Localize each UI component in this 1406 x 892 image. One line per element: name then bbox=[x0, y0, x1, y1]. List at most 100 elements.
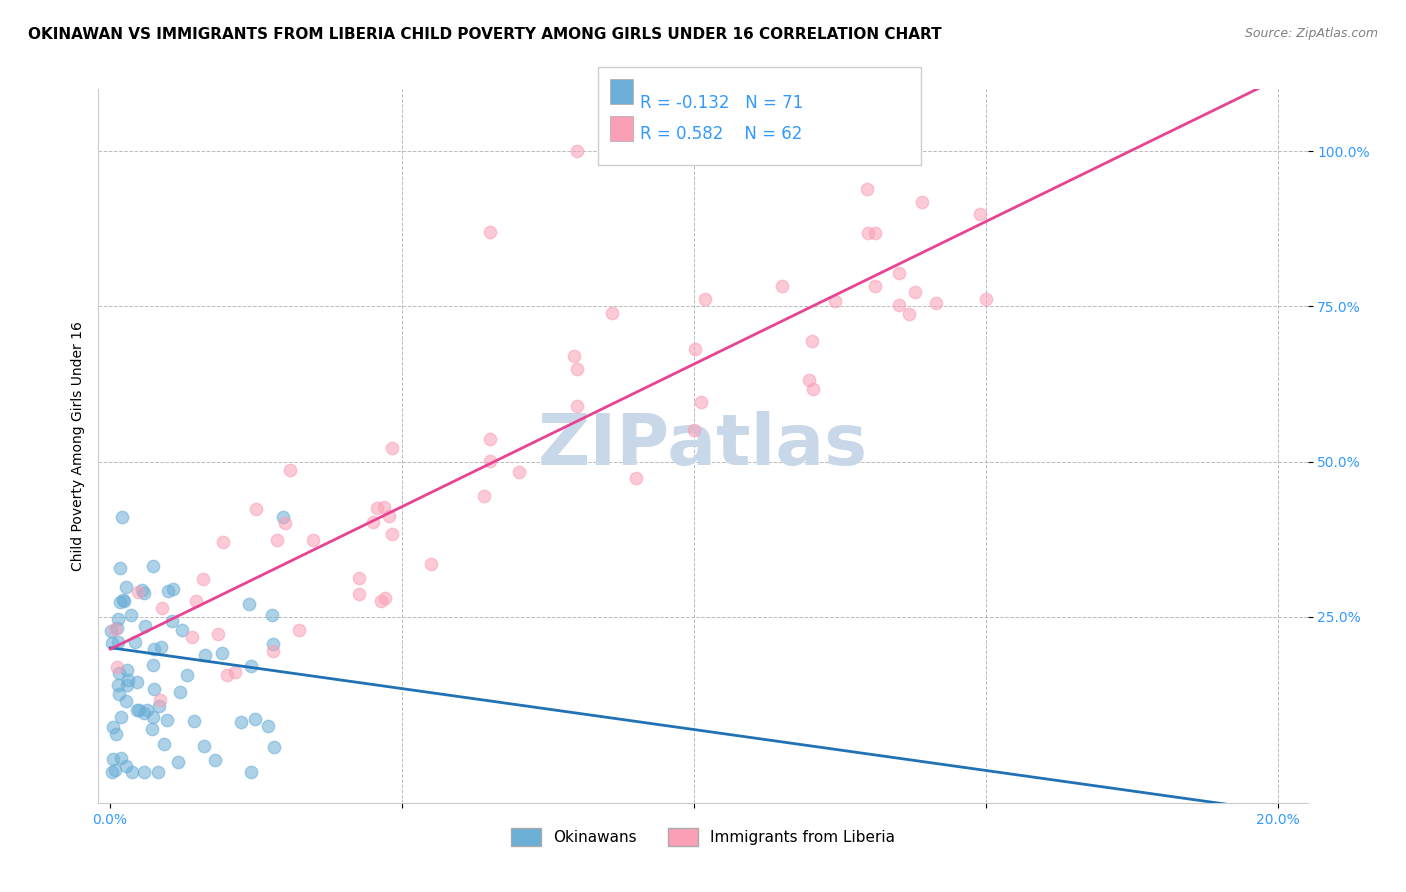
Text: OKINAWAN VS IMMIGRANTS FROM LIBERIA CHILD POVERTY AMONG GIRLS UNDER 16 CORRELATI: OKINAWAN VS IMMIGRANTS FROM LIBERIA CHIL… bbox=[28, 27, 942, 42]
Point bbox=[974, 292, 997, 306]
Point bbox=[770, 278, 793, 293]
Point bbox=[377, 509, 399, 524]
Point bbox=[127, 703, 149, 717]
Point bbox=[863, 226, 886, 240]
Point bbox=[191, 572, 214, 586]
Point bbox=[149, 640, 172, 654]
Point bbox=[347, 571, 370, 585]
Point bbox=[115, 759, 138, 773]
Text: ZIPatlas: ZIPatlas bbox=[538, 411, 868, 481]
Point bbox=[224, 665, 246, 679]
Point bbox=[887, 297, 910, 311]
Point bbox=[478, 225, 501, 239]
Point bbox=[176, 668, 198, 682]
Point bbox=[278, 463, 301, 477]
Point bbox=[799, 373, 821, 387]
Point bbox=[149, 693, 172, 707]
Point bbox=[101, 764, 124, 779]
Point bbox=[215, 668, 238, 682]
Point bbox=[127, 584, 149, 599]
Point bbox=[381, 441, 404, 455]
Y-axis label: Child Poverty Among Girls Under 16: Child Poverty Among Girls Under 16 bbox=[70, 321, 84, 571]
Point bbox=[108, 561, 131, 575]
Point bbox=[683, 423, 706, 437]
Point bbox=[211, 534, 233, 549]
Point bbox=[865, 279, 887, 293]
Point bbox=[170, 623, 193, 637]
Point bbox=[801, 334, 824, 349]
Point bbox=[104, 622, 127, 636]
Point bbox=[478, 454, 501, 468]
Point bbox=[105, 727, 128, 741]
Point bbox=[211, 646, 233, 660]
Point bbox=[478, 432, 501, 446]
Point bbox=[143, 682, 166, 697]
Point bbox=[107, 678, 129, 692]
Point bbox=[567, 361, 589, 376]
Point bbox=[136, 703, 159, 717]
Point bbox=[167, 755, 190, 769]
Point bbox=[274, 516, 297, 530]
Point bbox=[117, 673, 139, 687]
Point bbox=[193, 739, 215, 754]
Point bbox=[115, 664, 138, 678]
Point bbox=[624, 471, 647, 485]
Point bbox=[361, 516, 384, 530]
Point bbox=[169, 685, 191, 699]
Point bbox=[183, 714, 205, 728]
Point bbox=[115, 694, 138, 708]
Point bbox=[924, 296, 946, 310]
Point bbox=[124, 635, 146, 649]
Point bbox=[373, 500, 395, 514]
Point bbox=[380, 527, 402, 541]
Point bbox=[271, 510, 294, 524]
Point bbox=[111, 510, 134, 524]
Point bbox=[181, 630, 204, 644]
Point bbox=[110, 751, 132, 765]
Text: R = 0.582    N = 62: R = 0.582 N = 62 bbox=[640, 125, 801, 143]
Point bbox=[302, 533, 325, 547]
Point bbox=[567, 400, 589, 414]
Point bbox=[156, 714, 179, 728]
Point bbox=[904, 285, 927, 300]
Point bbox=[134, 619, 156, 633]
Point bbox=[107, 612, 129, 626]
Point bbox=[366, 500, 388, 515]
Point bbox=[142, 641, 165, 656]
Point bbox=[263, 740, 285, 755]
Point bbox=[256, 719, 278, 733]
Point bbox=[231, 715, 253, 730]
Point bbox=[101, 752, 124, 766]
Point bbox=[204, 753, 226, 767]
Point bbox=[238, 598, 260, 612]
Point bbox=[911, 194, 934, 209]
Text: Source: ZipAtlas.com: Source: ZipAtlas.com bbox=[1244, 27, 1378, 40]
Point bbox=[801, 382, 824, 396]
Point bbox=[239, 764, 262, 779]
Point bbox=[100, 635, 122, 649]
Point bbox=[125, 675, 148, 690]
Point bbox=[110, 710, 132, 724]
Point bbox=[184, 594, 207, 608]
Point bbox=[156, 583, 179, 598]
Point bbox=[103, 720, 125, 734]
Point bbox=[131, 582, 153, 597]
Point bbox=[105, 660, 128, 674]
Point bbox=[689, 395, 711, 409]
Point bbox=[128, 703, 150, 717]
Point bbox=[112, 594, 135, 608]
Point bbox=[142, 710, 165, 724]
Point bbox=[858, 226, 880, 240]
Point bbox=[600, 306, 623, 320]
Point bbox=[104, 764, 127, 778]
Point bbox=[105, 621, 128, 635]
Point bbox=[374, 591, 396, 606]
Point bbox=[108, 666, 131, 681]
Point bbox=[100, 624, 122, 639]
Legend: Okinawans, Immigrants from Liberia: Okinawans, Immigrants from Liberia bbox=[505, 822, 901, 852]
Point bbox=[887, 266, 910, 280]
Point bbox=[112, 592, 135, 607]
Point bbox=[207, 627, 229, 641]
Point bbox=[142, 559, 165, 574]
Point bbox=[969, 207, 991, 221]
